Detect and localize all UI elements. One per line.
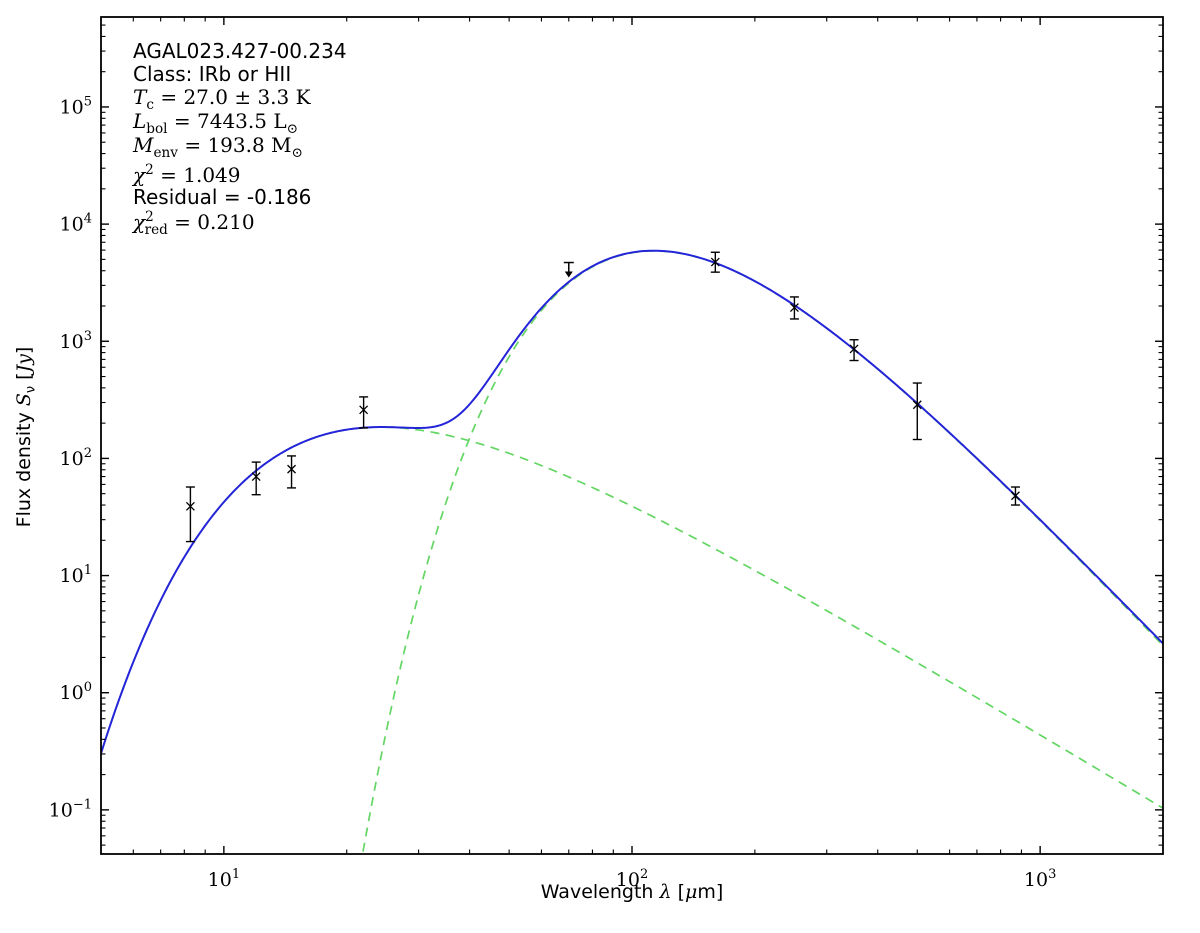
- data-point: [287, 455, 297, 489]
- y-axis-title: Flux density Sν [Jy]: [13, 347, 39, 528]
- annotation-line-6: χ2 = 1.049: [131, 162, 241, 187]
- annotation-line-3: Tc = 27.0 ± 3.3 K: [133, 85, 312, 113]
- photometry-points: [185, 251, 1020, 543]
- y-tick-label: 100: [60, 680, 92, 704]
- data-point: [251, 461, 261, 496]
- x-tick-label: 101: [208, 867, 240, 891]
- data-point: [359, 396, 369, 429]
- x-marker: [912, 400, 922, 410]
- annotation-line-4: Lbol = 7443.5 L⊙: [132, 109, 298, 137]
- model-total-curve: [101, 249, 1163, 754]
- x-marker: [359, 405, 369, 415]
- x-marker: [710, 257, 720, 267]
- x-tick-label: 102: [616, 867, 648, 891]
- x-axis-title: Wavelength λ [μm]: [541, 881, 724, 903]
- annotation-line-8: χ2 red = 0.210: [131, 209, 255, 238]
- y-tick-label: 105: [60, 94, 92, 118]
- x-marker: [251, 472, 261, 482]
- upper-limit-marker: [563, 261, 574, 278]
- axis-ticks: [101, 17, 1163, 854]
- model-curves: [101, 249, 1163, 854]
- data-point: [185, 486, 195, 543]
- y-tick-label: 104: [60, 212, 92, 236]
- y-tick-label: 10−1: [49, 797, 92, 821]
- x-marker: [849, 344, 859, 354]
- x-marker: [185, 501, 195, 511]
- hot-component-curve: [101, 426, 1163, 809]
- annotation-line-7: Residual = -0.186: [133, 185, 311, 209]
- annotation-line-2: Class: IRb or HII: [133, 62, 291, 86]
- data-point: [789, 296, 799, 320]
- y-tick-label: 103: [60, 329, 92, 353]
- y-tick-label: 102: [60, 446, 92, 470]
- data-point: [849, 339, 859, 362]
- x-marker: [1010, 491, 1020, 501]
- data-point: [710, 251, 720, 273]
- x-marker: [287, 464, 297, 474]
- annotation-line-1: AGAL023.427-00.234: [133, 39, 347, 63]
- down-arrow-icon: [564, 271, 573, 278]
- data-point: [1010, 486, 1020, 506]
- x-marker: [789, 303, 799, 313]
- cold-component-curve: [361, 250, 1163, 854]
- x-tick-label: 103: [1024, 867, 1056, 891]
- annotation-line-5: Menv = 193.8 M⊙: [132, 133, 303, 161]
- axis-and-annotation-text: 101 102 103 105 104 103 102 101 100 10−1 Wavelengt…: [13, 39, 1056, 903]
- y-tick-label: 101: [60, 563, 92, 587]
- data-point: [912, 382, 922, 441]
